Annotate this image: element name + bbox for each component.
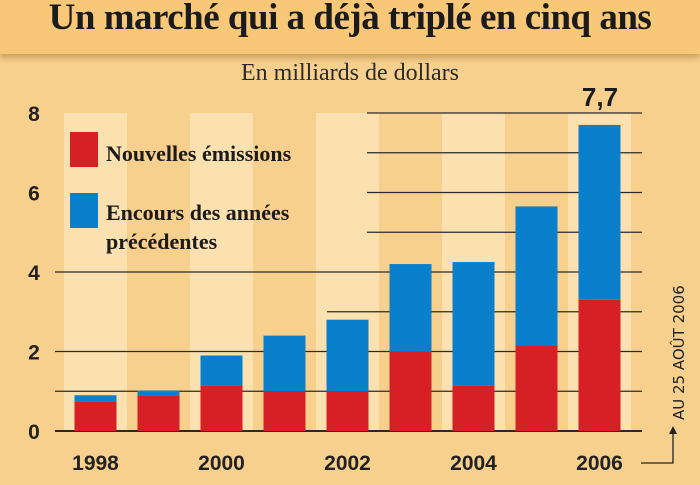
bar-new-issues-2003 — [389, 351, 432, 431]
legend-label-outstanding-2: précédentes — [106, 229, 218, 254]
chart-title: Un marché qui a déjà triplé en cinq ans — [48, 0, 652, 38]
bar-new-issues-2006 — [578, 299, 621, 431]
bar-outstanding-2002 — [326, 319, 369, 392]
bar-outstanding-2003 — [389, 264, 432, 352]
bar-new-issues-2005 — [515, 345, 558, 431]
bar-new-issues-1998 — [74, 401, 117, 431]
bar-outstanding-1999 — [137, 390, 180, 396]
x-tick-label: 2000 — [198, 452, 245, 475]
y-tick-label: 6 — [28, 183, 40, 206]
total-label-2006: 7,7 — [582, 82, 618, 112]
chart-subtitle: En milliards de dollars — [241, 60, 459, 86]
bar-outstanding-2004 — [452, 262, 495, 386]
legend-label-outstanding-1: Encours des années — [106, 200, 290, 225]
bar-new-issues-2001 — [263, 391, 306, 431]
y-tick-label: 0 — [28, 421, 40, 444]
x-tick-label: 1998 — [72, 452, 119, 475]
title-band: Un marché qui a déjà triplé en cinq ans — [0, 0, 700, 54]
x-tick-label: 2002 — [324, 452, 371, 475]
y-tick-label: 8 — [28, 103, 40, 126]
bar-outstanding-2005 — [515, 206, 558, 346]
bar-outstanding-1998 — [74, 395, 117, 402]
y-tick-label: 2 — [28, 342, 40, 365]
bar-outstanding-2001 — [263, 335, 306, 392]
legend: Nouvelles émissions Encours des années p… — [70, 132, 292, 254]
arrow-head-icon — [669, 426, 677, 434]
bar-new-issues-2000 — [200, 385, 243, 431]
bar-new-issues-2004 — [452, 385, 495, 431]
date-note-arrow — [641, 432, 674, 464]
bar-new-issues-2002 — [326, 391, 369, 431]
x-tick-label: 2004 — [450, 452, 497, 475]
y-tick-label: 4 — [28, 262, 40, 285]
bar-outstanding-2000 — [200, 355, 243, 386]
bar-new-issues-1999 — [137, 395, 180, 431]
legend-label-new-issues: Nouvelles émissions — [106, 141, 292, 166]
x-tick-label: 2006 — [576, 452, 623, 475]
date-note: AU 25 AOÛT 2006 — [669, 285, 688, 420]
bar-outstanding-2006 — [578, 124, 621, 300]
legend-swatch-new-issues — [70, 132, 98, 167]
legend-swatch-outstanding — [70, 193, 98, 228]
